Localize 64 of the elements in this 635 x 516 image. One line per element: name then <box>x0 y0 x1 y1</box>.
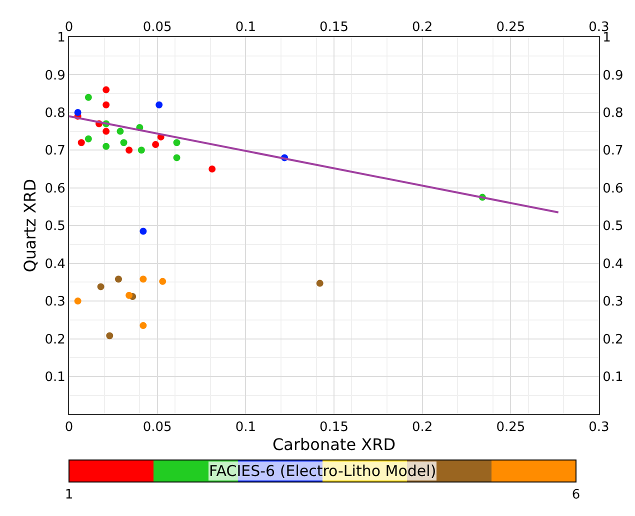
x2-tick-label: 0.2 <box>412 420 433 435</box>
y2-tick-label: 1 <box>602 30 611 46</box>
y2-tick-label: 0.6 <box>602 181 624 196</box>
y2-tick-label: 0.5 <box>602 219 624 234</box>
point <box>156 101 163 108</box>
point <box>102 86 110 94</box>
y-tick-label: 1 <box>57 30 66 46</box>
point <box>97 283 104 290</box>
x-tick-label: 0.2 <box>412 20 433 35</box>
point <box>74 108 82 116</box>
point <box>102 101 110 108</box>
point <box>114 276 122 283</box>
point <box>120 139 128 146</box>
y-tick-label: 0.4 <box>44 256 66 272</box>
y-tick-label: 0.3 <box>44 294 66 310</box>
point <box>152 141 160 148</box>
y2-tick-label: 0.4 <box>602 256 624 272</box>
x2-tick-label: 0 <box>64 420 74 435</box>
x-axis-title: Carbonate XRD <box>272 434 396 454</box>
y2-tick-label: 0.9 <box>602 68 624 84</box>
x2-tick-label: 0.05 <box>142 420 172 435</box>
point <box>84 94 92 101</box>
x-tick-label: 0.1 <box>235 20 256 35</box>
point <box>126 146 133 154</box>
point <box>208 166 216 173</box>
x2-tick-label: 0.3 <box>588 420 610 435</box>
y2-tick-label: 0.3 <box>602 294 624 310</box>
point <box>116 128 124 135</box>
color-bar-label: 6 <box>572 488 580 503</box>
point <box>106 332 114 340</box>
point <box>102 142 110 150</box>
y-axis-title: Quartz XRD <box>20 178 40 272</box>
point <box>140 276 147 283</box>
point <box>78 139 85 146</box>
y-tick-label: 0.1 <box>44 370 66 386</box>
x2-tick-label: 0.1 <box>235 420 256 435</box>
point <box>140 228 147 235</box>
y2-tick-label: 0.2 <box>602 332 624 348</box>
point <box>126 292 133 299</box>
y-tick-label: 0.6 <box>44 181 66 196</box>
point <box>173 139 180 146</box>
x2-tick-label: 0.15 <box>320 420 348 435</box>
y-tick-label: 0.7 <box>44 144 66 159</box>
point <box>159 278 166 285</box>
y-tick-label: 0.8 <box>44 106 66 121</box>
point <box>316 280 324 287</box>
point <box>138 146 145 154</box>
x-tick-label: 0.05 <box>142 20 172 35</box>
y-tick-label: 0.5 <box>44 219 66 234</box>
y2-tick-label: 0.1 <box>602 370 624 386</box>
point <box>140 322 147 330</box>
x-tick-label: 0.15 <box>320 20 348 35</box>
x-tick-label: 0 <box>64 20 74 35</box>
y-tick-label: 0.2 <box>44 332 66 348</box>
point <box>84 135 92 142</box>
point <box>74 298 82 305</box>
color-bar-title: FACIES-6 (Electro-Litho Model) <box>209 462 436 480</box>
point <box>102 128 110 135</box>
point <box>173 154 180 162</box>
y2-tick-label: 0.7 <box>602 144 624 159</box>
y2-tick-label: 0.8 <box>602 106 624 121</box>
x-tick-label: 0.25 <box>496 20 526 35</box>
x2-tick-label: 0.25 <box>496 420 526 435</box>
y-tick-label: 0.9 <box>44 68 66 84</box>
